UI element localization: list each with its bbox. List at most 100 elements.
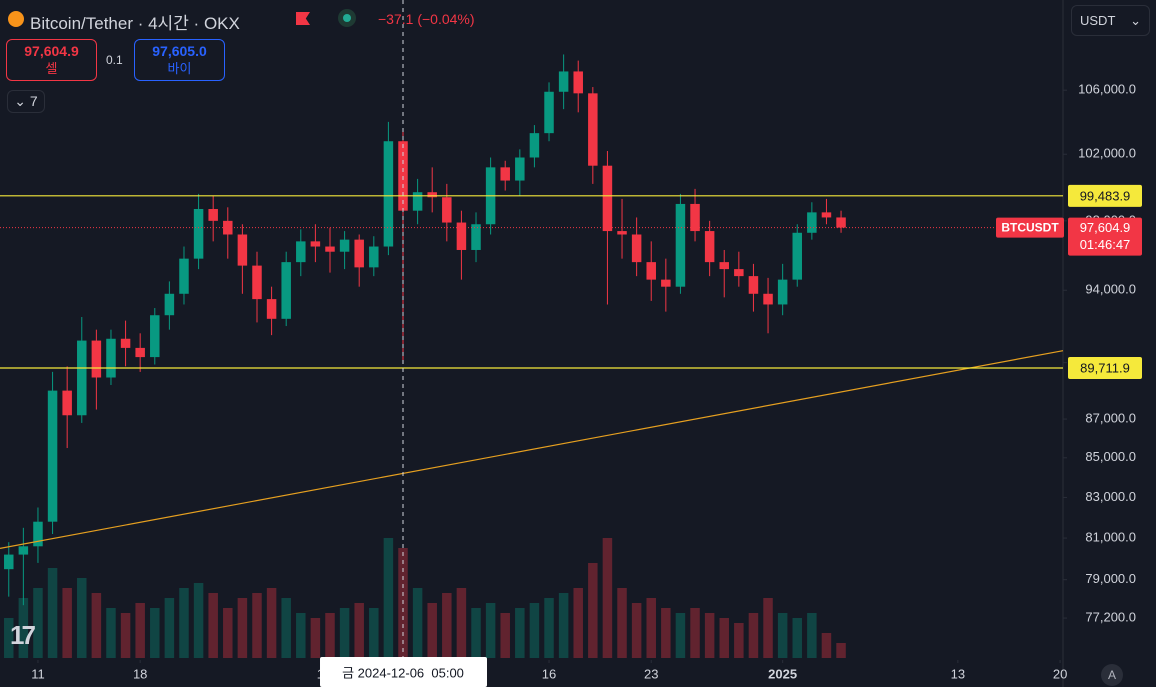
buy-button[interactable]: 97,605.0 바이: [134, 39, 225, 81]
candle-body: [456, 222, 467, 250]
candle-body: [4, 554, 14, 570]
candle-body: [47, 390, 58, 522]
x-tick-label: 23: [644, 666, 658, 681]
candle-body: [675, 203, 686, 287]
symbol-label: BTCUSDT: [1001, 221, 1059, 235]
candle-body: [412, 192, 423, 211]
currency-select[interactable]: USDT ⌄: [1071, 5, 1150, 36]
candle-body: [617, 231, 627, 235]
candle-body: [792, 232, 802, 280]
last-price-label: 97,604.9: [1080, 220, 1131, 235]
candle-body: [325, 246, 335, 252]
symbol-title[interactable]: Bitcoin/Tether · 4시간 · OKX: [30, 14, 240, 33]
volume-bar: [18, 598, 29, 658]
flag-icon[interactable]: [296, 12, 310, 25]
candle-body: [661, 279, 671, 287]
x-tick-label: 16: [542, 666, 556, 681]
candle-body: [120, 338, 131, 348]
candle-body: [807, 212, 817, 233]
volume-bar: [150, 608, 160, 658]
volume-bar: [164, 598, 175, 658]
candle-body: [354, 239, 364, 268]
volume-bar: [675, 613, 686, 658]
volume-bar: [193, 583, 204, 658]
candle-body: [442, 197, 452, 223]
volume-bar: [588, 563, 598, 658]
crosshair-label: 금 2024-12-06 05:00: [342, 665, 464, 680]
candle-body: [223, 220, 233, 235]
volume-bar: [33, 588, 43, 658]
trend-line: [0, 350, 1064, 549]
candle-body: [339, 239, 350, 252]
candle-body: [369, 246, 379, 268]
tv-logo[interactable]: 17: [10, 620, 36, 650]
horizontal-line-label: 89,711.9: [1080, 360, 1130, 375]
candle-body: [821, 212, 832, 218]
volume-bar: [690, 608, 700, 658]
volume-bar: [310, 618, 321, 658]
candle-body: [193, 208, 204, 259]
volume-bar: [383, 538, 394, 658]
y-tick-label: 79,000.0: [1085, 571, 1136, 586]
volume-bar: [354, 603, 364, 658]
volume-bar: [777, 613, 788, 658]
volume-bar: [208, 593, 218, 658]
buy-label: 바이: [167, 61, 192, 76]
volume-bar: [748, 613, 759, 658]
volume-bar: [120, 613, 131, 658]
coin-icon: [8, 11, 24, 27]
volume-bar: [661, 608, 671, 658]
volume-bar: [471, 608, 481, 658]
candle-body: [529, 133, 540, 158]
candle-body: [515, 157, 525, 181]
volume-bar: [325, 613, 335, 658]
candle-body: [748, 276, 759, 294]
candle-body: [281, 262, 291, 319]
buy-price: 97,605.0: [152, 43, 207, 59]
candle-body: [135, 347, 145, 358]
candle-body: [588, 93, 598, 166]
volume-bar: [237, 598, 248, 658]
quantity[interactable]: 0.1: [106, 53, 123, 67]
x-tick-label: 11: [31, 666, 45, 681]
x-tick-label: 20: [1053, 666, 1067, 681]
candle-body: [558, 71, 569, 92]
sell-button[interactable]: 97,604.9 셀: [6, 39, 97, 81]
volume-bar: [631, 603, 642, 658]
auto-scale-button[interactable]: A: [1101, 664, 1123, 686]
candle-body: [763, 293, 773, 305]
candle-body: [631, 234, 642, 263]
volume-bar: [719, 618, 729, 658]
indicators-toggle[interactable]: ⌄ 7: [7, 90, 45, 113]
volume-bar: [500, 613, 510, 658]
horizontal-line-label: 99,483.9: [1080, 188, 1131, 203]
volume-bar: [617, 588, 627, 658]
x-tick-label: 13: [951, 666, 965, 681]
volume-bar: [179, 588, 189, 658]
volume-bar: [266, 588, 277, 658]
y-tick-label: 87,000.0: [1085, 411, 1136, 426]
candle-body: [544, 91, 554, 134]
candle-body: [18, 546, 29, 555]
volume-bar: [646, 598, 656, 658]
y-tick-label: 106,000.0: [1078, 82, 1136, 97]
volume-bar: [369, 608, 379, 658]
volume-bar: [106, 608, 116, 658]
countdown: 01:46:47: [1080, 237, 1131, 252]
candle-body: [179, 258, 189, 294]
volume-bar: [77, 578, 87, 658]
volume-bar: [442, 593, 452, 658]
candle-body: [398, 141, 408, 211]
candle-body: [266, 299, 277, 319]
candle-body: [704, 231, 715, 263]
volume-bar: [412, 588, 423, 658]
volume-bar: [515, 608, 525, 658]
candle-body: [500, 167, 510, 181]
volume-bar: [296, 613, 306, 658]
candle-body: [646, 262, 656, 280]
candle-body: [33, 521, 43, 547]
volume-bar: [135, 603, 145, 658]
candle-body: [427, 192, 437, 198]
volume-bar: [91, 593, 102, 658]
